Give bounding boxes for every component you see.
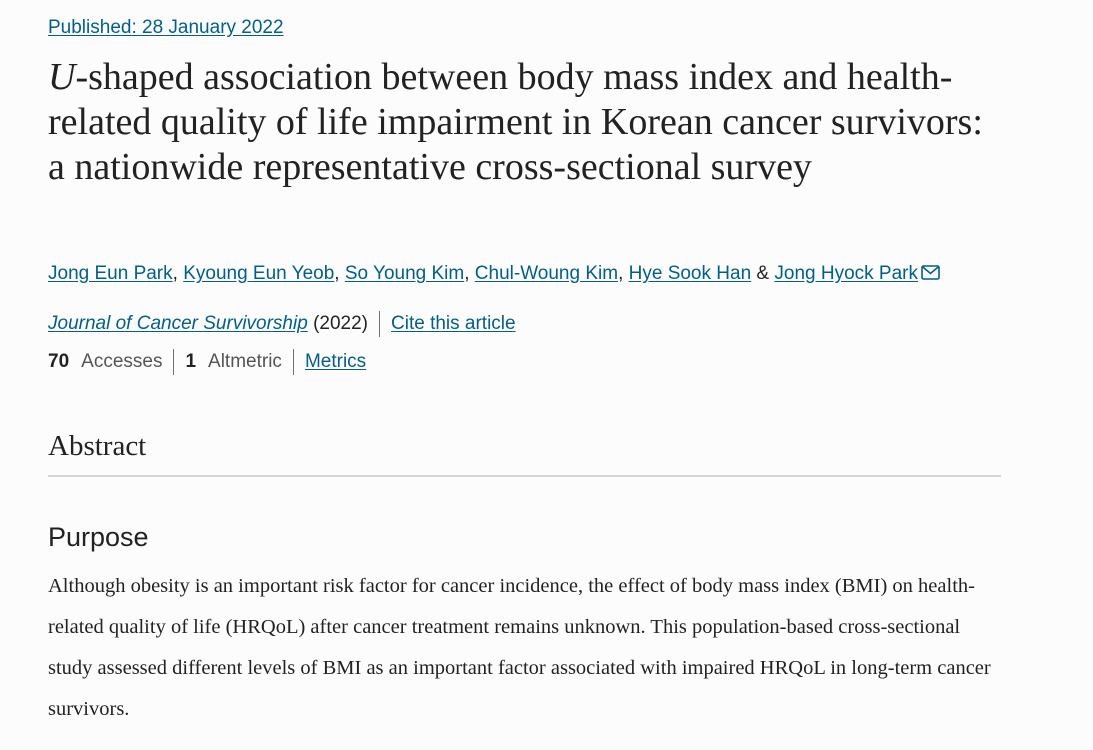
abstract-heading: Abstract [48, 430, 147, 462]
author-link[interactable]: Chul-Woung Kim [474, 263, 619, 284]
divider [292, 349, 294, 375]
published-date-link[interactable]: Published: 28 January 2022 [48, 17, 284, 38]
accesses-count: 70 [48, 351, 70, 372]
article-title-rest: -shaped association between body mass in… [48, 56, 983, 188]
author-link[interactable]: So Young Kim [344, 263, 465, 284]
purpose-paragraph: Although obesity is an important risk fa… [48, 575, 991, 720]
author-link[interactable]: Hye Sook Han [628, 263, 752, 284]
accesses-label: Accesses [81, 351, 163, 372]
author-link-corresponding[interactable]: Jong Hyock Park [774, 263, 918, 284]
section-divider [48, 475, 1001, 477]
article-title: U-shaped association between body mass i… [48, 55, 988, 190]
author-separator: , [172, 263, 184, 284]
cite-article-link[interactable]: Cite this article [391, 313, 516, 334]
article-title-italic: U [48, 56, 76, 98]
altmetric-label: Altmetric [208, 351, 282, 372]
divider [379, 311, 380, 337]
author-separator-last: & [751, 263, 775, 284]
publication-year: (2022) [313, 313, 368, 334]
author-link[interactable]: Kyoung Eun Yeob [183, 263, 335, 284]
author-separator: , [464, 263, 475, 284]
citation-line: Journal of Cancer Survivorship (2022) Ci… [48, 311, 516, 337]
purpose-heading: Purpose [48, 522, 149, 552]
mail-icon[interactable] [921, 262, 940, 288]
journal-link[interactable]: Journal of Cancer Survivorship [48, 313, 308, 334]
divider [173, 349, 175, 375]
author-link[interactable]: Jong Eun Park [48, 263, 173, 284]
metrics-link[interactable]: Metrics [304, 351, 367, 372]
author-list: Jong Eun Park, Kyoung Eun Yeob, So Young… [48, 261, 940, 288]
altmetric-count: 1 [185, 351, 197, 372]
metrics-bar: 70 Accesses 1 Altmetric Metrics [48, 349, 366, 375]
author-separator: , [618, 263, 629, 284]
author-separator: , [334, 263, 345, 284]
